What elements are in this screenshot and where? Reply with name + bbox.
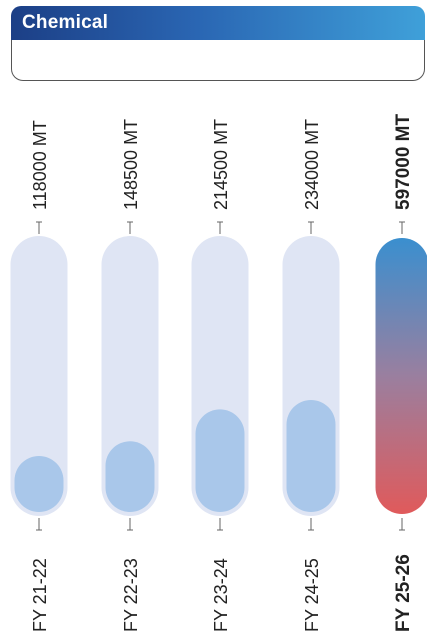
bar	[286, 400, 336, 512]
bar-track	[10, 236, 68, 516]
category-label: FY 21-22	[30, 558, 50, 632]
value-label: 234000 MT	[302, 119, 322, 210]
category-label: FY 25-26	[393, 554, 414, 632]
category-label: FY 23-24	[211, 558, 231, 632]
bar	[195, 409, 245, 512]
value-label: 597000 MT	[393, 113, 414, 210]
bar	[105, 441, 155, 512]
value-label: 148500 MT	[121, 119, 141, 210]
bar	[14, 456, 64, 512]
category-label: FY 24-25	[302, 558, 322, 632]
value-label: 214500 MT	[211, 119, 231, 210]
title-bar: Chemical	[11, 6, 425, 40]
subtitle-box	[11, 40, 425, 81]
value-label: 118000 MT	[30, 120, 50, 210]
category-label: FY 22-23	[121, 558, 141, 632]
chart-header: Chemical	[11, 6, 425, 81]
bar-highlight	[375, 238, 427, 514]
chart-title: Chemical	[22, 12, 109, 33]
